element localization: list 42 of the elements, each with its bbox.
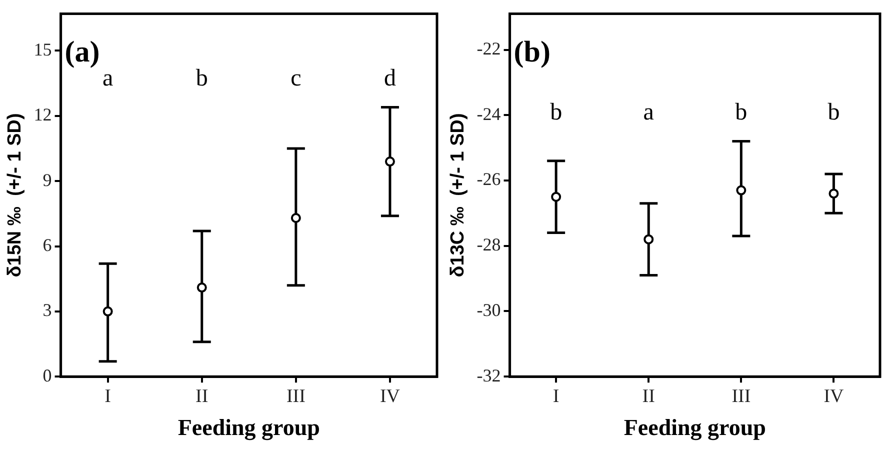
x-tick-label: III [732, 386, 751, 407]
point [290, 213, 301, 224]
y-tick-label: 12 [34, 104, 52, 125]
x-tick-label: I [104, 386, 111, 407]
x-tick-label: IV [824, 386, 844, 407]
annotation: b [196, 66, 208, 92]
y-axis-title: δ13C ‰ (+/- 1 SD) [448, 113, 469, 278]
annotation: (a) [64, 36, 100, 69]
annotation: (b) [514, 36, 550, 69]
y-tick-label: 3 [42, 300, 52, 320]
annotation: b [735, 100, 748, 126]
y-tick-label: 9 [42, 170, 52, 190]
x-axis-title: Feeding group [624, 415, 766, 442]
annotation: c [290, 66, 302, 92]
y-tick-label: -24 [476, 104, 501, 124]
x-tick-label: IV [380, 386, 400, 407]
point [644, 234, 654, 244]
point [384, 156, 395, 167]
x-tick-label: II [196, 386, 208, 407]
annotation: a [102, 66, 114, 92]
point [102, 306, 113, 316]
point [828, 188, 839, 199]
x-tick-label: I [552, 386, 560, 407]
point [551, 192, 562, 202]
y-axis-title: δ15N ‰ (+/- 1 SD) [4, 113, 26, 278]
y-tick-label: -26 [476, 169, 501, 190]
point [736, 185, 746, 196]
y-tick-label: 0 [42, 365, 52, 386]
annotation: b [828, 100, 840, 126]
x-tick-label: III [286, 386, 306, 407]
point [196, 282, 207, 293]
y-tick-label: -28 [476, 234, 501, 255]
y-tick-label: -30 [476, 300, 501, 320]
y-tick-label: 15 [34, 39, 52, 60]
y-tick-label: -22 [476, 38, 501, 58]
y-tick-label: 6 [42, 234, 52, 255]
annotation: b [550, 100, 562, 126]
x-axis-title: Feeding group [178, 415, 320, 442]
annotation: d [384, 66, 396, 92]
annotation: a [643, 100, 654, 126]
y-tick-label: -32 [476, 365, 501, 386]
x-tick-label: II [642, 386, 655, 407]
